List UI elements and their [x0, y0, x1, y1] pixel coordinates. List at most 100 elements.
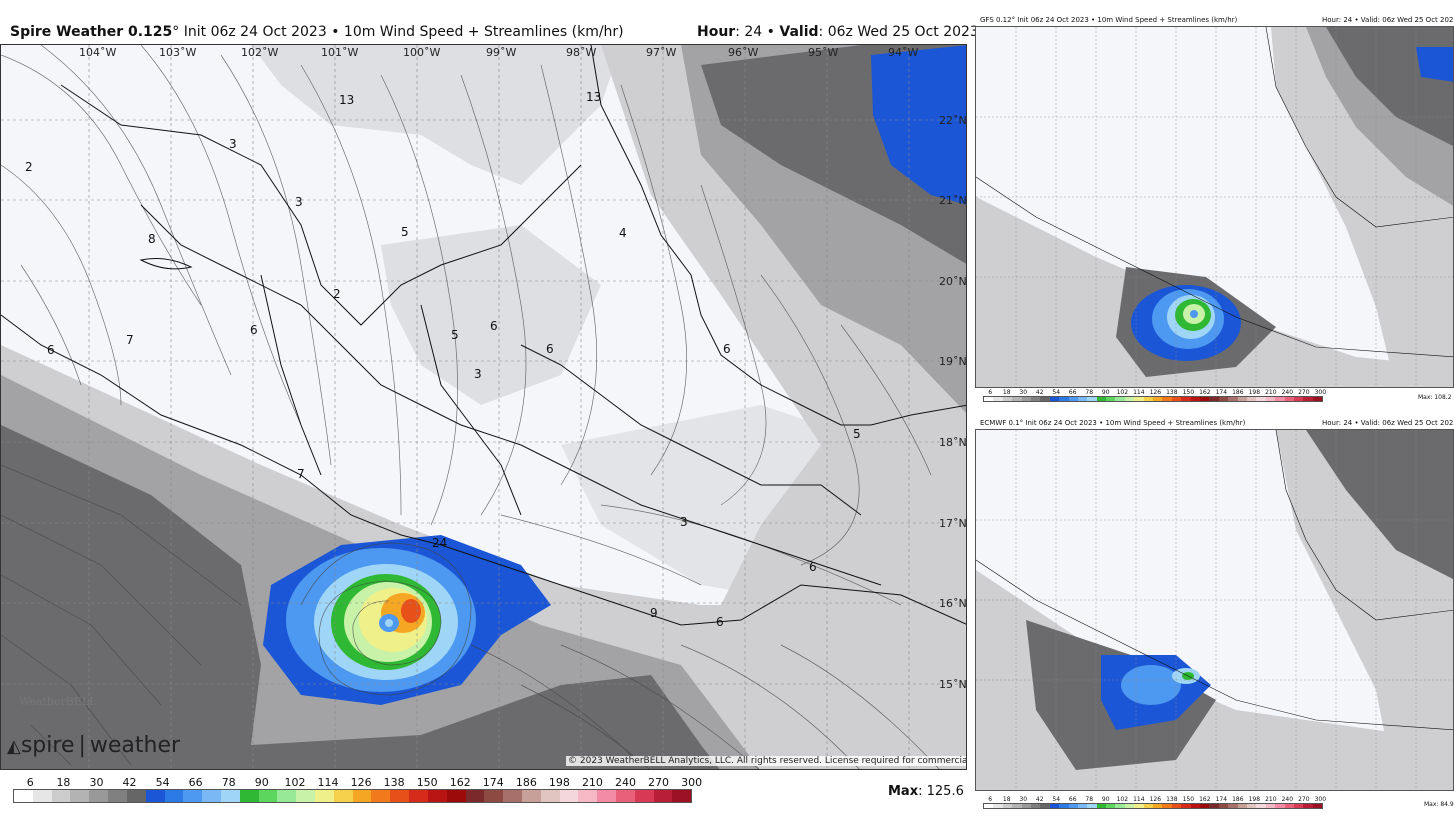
legend-tick-label: 102 [1116, 796, 1129, 803]
legend-color-swatch [503, 790, 522, 802]
legend-tick-label: 66 [1068, 389, 1077, 396]
legend-color-swatch [1115, 397, 1125, 401]
legend-tick-label: 42 [122, 776, 137, 789]
legend-tick-label: 30 [1019, 796, 1028, 803]
legend-color-swatch [1106, 804, 1116, 808]
legend-tick-label: 162 [1199, 389, 1211, 396]
legend-tick-label: 42 [1035, 796, 1044, 803]
legend-colorbar [13, 789, 692, 803]
legend-color-swatch [1246, 804, 1257, 808]
main-max: Max: 125.6 [888, 784, 964, 799]
legend-color-swatch [1209, 397, 1219, 401]
legend-color-swatch [1096, 804, 1107, 808]
legend-color-swatch [1134, 397, 1144, 401]
weatherbell-watermark: WeatherBELL [19, 695, 97, 708]
legend-tick-label: 30 [1019, 389, 1028, 396]
degree-symbol: ° [172, 24, 180, 40]
wind-speed-label: 6 [546, 342, 554, 356]
legend-tick-label: 198 [548, 776, 570, 789]
legend-color-swatch [258, 790, 278, 802]
legend-color-swatch [1012, 804, 1022, 808]
legend-tick-label: 174 [1215, 796, 1228, 803]
latitude-label: 19˚N [939, 355, 967, 368]
legend-color-swatch [390, 790, 410, 802]
longitude-label: 103˚W [159, 46, 197, 59]
hour-label: Hour [697, 24, 736, 40]
legend-tick-label: 270 [1298, 796, 1310, 803]
latitude-label: 17˚N [939, 517, 967, 530]
legend-color-swatch [1040, 804, 1050, 808]
legend-color-swatch [333, 790, 353, 802]
legend-color-swatch [1059, 397, 1069, 401]
max-label: Max [888, 784, 919, 799]
legend-color-swatch [1209, 804, 1219, 808]
gfs-wind-field [976, 27, 1453, 387]
wind-speed-label: 9 [650, 606, 658, 620]
legend-tick-label: 90 [254, 776, 269, 789]
wind-speed-label: 5 [401, 225, 409, 239]
legend-tick-label: 102 [284, 776, 306, 789]
legend-color-swatch [1190, 804, 1200, 808]
legend-color-swatch [484, 790, 504, 802]
legend-color-swatch [1265, 804, 1276, 808]
legend-tick-label: 126 [1149, 389, 1162, 396]
legend-tick-label: 78 [1085, 796, 1094, 803]
wind-speed-label: 7 [297, 467, 305, 481]
main-title: Spire Weather 0.125° Init 06z 24 Oct 202… [10, 24, 624, 40]
hour-value: 24 [744, 24, 763, 40]
legend-color-swatch [1030, 397, 1041, 401]
legend-color-swatch [1293, 804, 1304, 808]
legend-color-swatch [1171, 804, 1182, 808]
legend-color-swatch [597, 790, 616, 802]
legend-tick-label: 54 [1052, 796, 1061, 803]
legend-tick-label: 90 [1101, 796, 1110, 803]
ecmwf-map[interactable] [975, 429, 1454, 791]
legend-color-swatch [220, 790, 240, 802]
legend-tick-label: 30 [89, 776, 104, 789]
legend-tick-label: 210 [1265, 389, 1277, 396]
bullet: • [766, 24, 775, 40]
wind-speed-label: 6 [490, 319, 498, 333]
legend-color-swatch [1265, 397, 1276, 401]
legend-color-swatch [1068, 397, 1078, 401]
legend-color-swatch [1312, 397, 1323, 401]
legend-tick-label: 114 [1133, 796, 1145, 803]
legend-color-swatch [1106, 397, 1116, 401]
legend-tick-label: 90 [1101, 389, 1110, 396]
legend-color-swatch [1002, 397, 1013, 401]
init-time: Init 06z 24 Oct 2023 [183, 24, 327, 40]
legend-color-swatch [1190, 397, 1200, 401]
main-map[interactable]: 104˚W 103˚W 102˚W 101˚W 100˚W 99˚W 98˚W 97˚W 96˚… [0, 44, 967, 770]
wind-speed-label: 5 [451, 328, 459, 342]
latitude-label: 18˚N [939, 436, 967, 449]
wind-speed-label: 3 [474, 367, 482, 381]
valid-value: 06z Wed 25 Oct 2023 [827, 24, 979, 40]
legend-color-swatch [1153, 397, 1163, 401]
legend-color-swatch [1002, 804, 1013, 808]
legend-tick-label: 114 [317, 776, 339, 789]
gfs-map[interactable] [975, 26, 1454, 388]
legend-tick-label: 54 [155, 776, 170, 789]
legend-color-swatch [1087, 397, 1097, 401]
legend-color-swatch [1049, 397, 1060, 401]
legend-color-swatch [1312, 804, 1323, 808]
legend-color-swatch [616, 790, 635, 802]
gulf-blue [871, 45, 966, 205]
legend-color-swatch [578, 790, 598, 802]
legend-tick-label: 240 [615, 776, 636, 789]
wind-speed-label: 13 [339, 93, 355, 107]
longitude-label: 102˚W [241, 46, 279, 59]
legend-color-swatch [1162, 397, 1172, 401]
legend-tick-label: 270 [648, 776, 670, 789]
legend-color-swatch [1049, 804, 1060, 808]
legend-tick-label: 18 [1002, 796, 1011, 803]
legend-color-swatch [315, 790, 334, 802]
legend-tick-label: 18 [1002, 389, 1011, 396]
legend-color-swatch [1284, 804, 1294, 808]
legend-color-swatch [540, 790, 560, 802]
wind-speed-label: 6 [47, 343, 55, 357]
legend-color-swatch [1021, 397, 1031, 401]
legend-color-swatch [427, 790, 447, 802]
legend-color-swatch [984, 804, 994, 808]
legend-color-swatch [1124, 397, 1135, 401]
